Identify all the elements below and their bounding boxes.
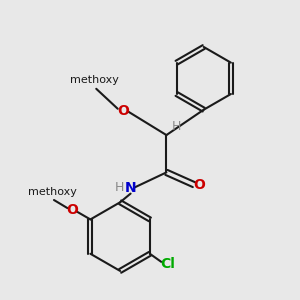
Text: methoxy: methoxy: [70, 75, 119, 85]
Text: H: H: [115, 181, 124, 194]
Text: methoxy: methoxy: [28, 187, 77, 197]
Text: N: N: [125, 181, 136, 195]
Text: O: O: [193, 178, 205, 192]
Text: Cl: Cl: [160, 257, 175, 271]
Text: O: O: [66, 203, 78, 218]
Text: H: H: [172, 120, 182, 133]
Text: O: O: [117, 104, 129, 118]
